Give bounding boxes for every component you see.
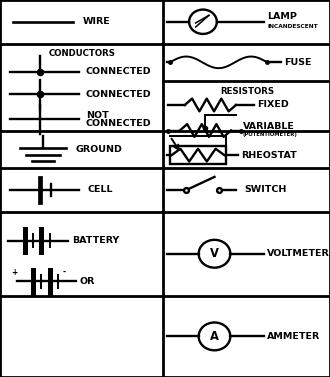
Text: CONNECTED: CONNECTED — [86, 120, 151, 128]
Text: SWITCH: SWITCH — [244, 185, 286, 195]
Text: BATTERY: BATTERY — [73, 236, 120, 245]
Text: LAMP: LAMP — [267, 12, 297, 21]
Text: INCANDESCENT: INCANDESCENT — [267, 24, 318, 29]
Text: CONNECTED: CONNECTED — [86, 90, 151, 99]
Text: -: - — [63, 268, 66, 277]
Text: CONNECTED: CONNECTED — [86, 67, 151, 77]
Text: +: + — [12, 268, 18, 277]
Text: NOT: NOT — [86, 112, 109, 121]
Text: A: A — [210, 330, 219, 343]
Text: VOLTMETER: VOLTMETER — [267, 249, 330, 258]
Text: RHEOSTAT: RHEOSTAT — [241, 151, 297, 159]
Text: AMMETER: AMMETER — [267, 332, 320, 341]
Text: CONDUCTORS: CONDUCTORS — [49, 49, 116, 58]
Text: (POTENTIOMETER): (POTENTIOMETER) — [243, 132, 297, 137]
Text: WIRE: WIRE — [82, 17, 110, 26]
Text: GROUND: GROUND — [76, 145, 123, 154]
Bar — [170, 146, 226, 164]
Text: FIXED: FIXED — [257, 101, 289, 109]
Text: V: V — [210, 247, 219, 260]
Text: OR: OR — [79, 277, 95, 286]
Text: FUSE: FUSE — [284, 58, 311, 67]
Text: CELL: CELL — [87, 185, 113, 195]
Text: VARIABLE: VARIABLE — [243, 122, 294, 131]
Text: RESISTORS: RESISTORS — [220, 87, 275, 96]
